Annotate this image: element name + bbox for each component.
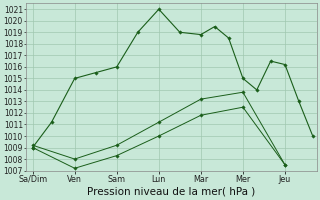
X-axis label: Pression niveau de la mer( hPa ): Pression niveau de la mer( hPa ) — [87, 187, 256, 197]
